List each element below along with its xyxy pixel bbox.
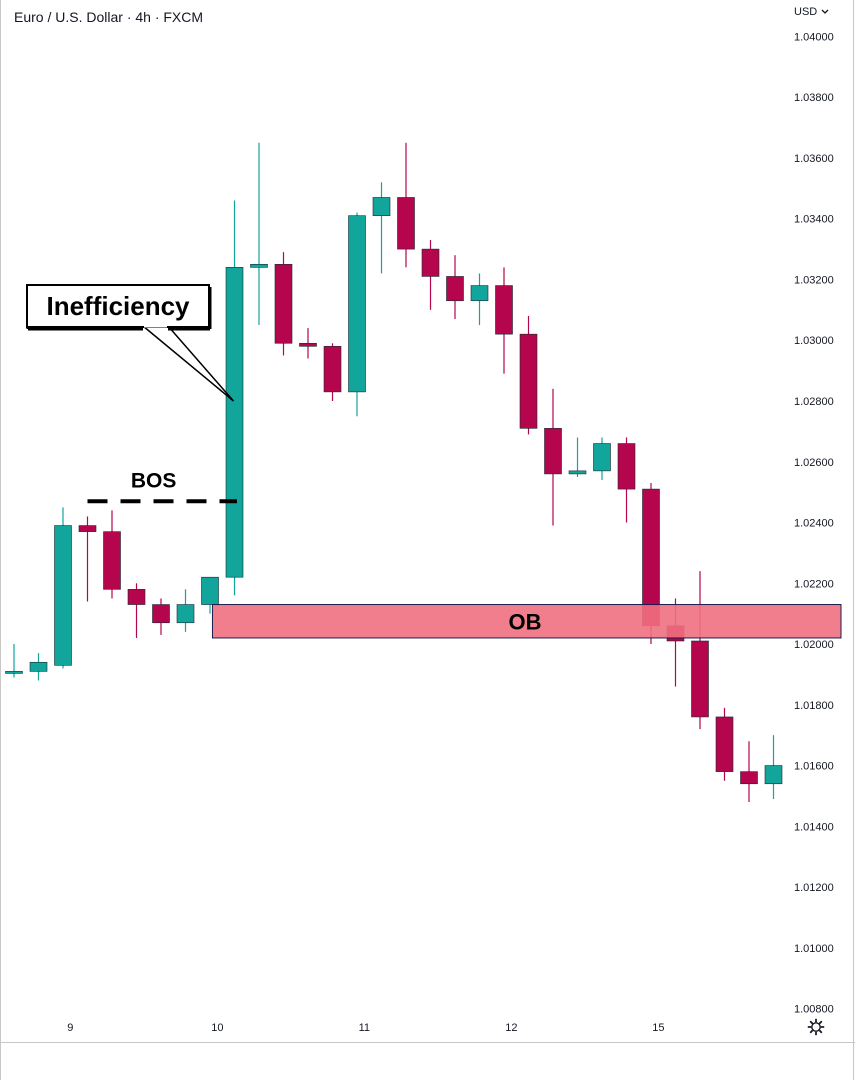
bearish-candle: [152, 604, 170, 624]
price-tick-label: 1.01600: [794, 761, 834, 773]
bullish-candle: [372, 197, 391, 216]
inefficiency-callout-pointer: [142, 325, 235, 402]
price-tick-label: 1.03200: [794, 274, 834, 286]
currency-menu[interactable]: USD: [794, 6, 829, 18]
price-tick-label: 1.00800: [794, 1004, 834, 1016]
price-tick-label: 1.04000: [794, 31, 834, 43]
chart-right-border: [853, 0, 854, 1080]
bos-label: BOS: [131, 469, 177, 492]
bullish-candle: [470, 285, 489, 302]
bullish-candle: [176, 604, 195, 624]
time-tick-label: 11: [359, 1022, 370, 1034]
price-tick-label: 1.03000: [794, 335, 834, 347]
time-tick-label: 12: [505, 1022, 517, 1034]
bearish-candle: [495, 285, 513, 335]
inefficiency-callout-box: [26, 284, 210, 328]
chart-left-border: [0, 0, 1, 1080]
bullish-candle: [201, 576, 219, 605]
bullish-candle: [5, 671, 23, 674]
time-axis-border: [0, 1042, 855, 1043]
bullish-candle: [764, 765, 783, 785]
bearish-candle: [103, 531, 121, 590]
price-tick-label: 1.02000: [794, 639, 834, 651]
time-tick-label: 15: [652, 1022, 664, 1034]
price-tick-label: 1.02600: [794, 457, 834, 469]
price-tick-label: 1.01000: [794, 943, 834, 955]
bearish-candle: [446, 276, 464, 302]
price-tick-label: 1.03800: [794, 92, 834, 104]
price-tick-label: 1.01200: [794, 882, 834, 894]
order-block-zone: [211, 604, 842, 639]
bearish-candle: [421, 248, 440, 277]
price-tick-label: 1.02400: [794, 518, 834, 530]
price-tick-label: 1.03400: [794, 214, 834, 226]
bearish-candle: [740, 771, 758, 785]
time-tick-label: 10: [211, 1022, 223, 1034]
bullish-candle: [29, 661, 48, 672]
price-tick-label: 1.01800: [794, 700, 834, 712]
inefficiency-label: Inefficiency: [46, 291, 190, 321]
bearish-candle: [127, 589, 146, 605]
symbol-title[interactable]: Euro / U.S. Dollar · 4h · FXCM: [14, 9, 204, 25]
price-tick-label: 1.01400: [794, 821, 834, 833]
bearish-candle: [617, 443, 636, 490]
bearish-candle: [691, 640, 709, 718]
bullish-candle: [54, 525, 72, 666]
chevron-down-icon: [821, 9, 829, 15]
bullish-candle: [250, 263, 268, 268]
price-tick-label: 1.03600: [794, 153, 834, 165]
bearish-candle: [299, 342, 317, 347]
bullish-candle: [593, 443, 611, 472]
gear-icon[interactable]: [807, 1018, 825, 1036]
bearish-candle: [397, 197, 415, 250]
bearish-candle: [519, 333, 538, 429]
bearish-candle: [715, 716, 734, 772]
bearish-candle: [544, 428, 562, 475]
bullish-candle: [348, 215, 366, 393]
bullish-candle: [225, 267, 244, 578]
bullish-candle: [568, 470, 587, 475]
currency-label: USD: [794, 6, 818, 18]
bearish-candle: [323, 346, 342, 393]
bearish-candle: [78, 525, 97, 532]
time-tick-label: 9: [67, 1022, 73, 1034]
price-tick-label: 1.02800: [794, 396, 834, 408]
price-tick-label: 1.02200: [794, 578, 834, 590]
order-block-label: OB: [509, 609, 542, 634]
bearish-candle: [274, 263, 293, 344]
